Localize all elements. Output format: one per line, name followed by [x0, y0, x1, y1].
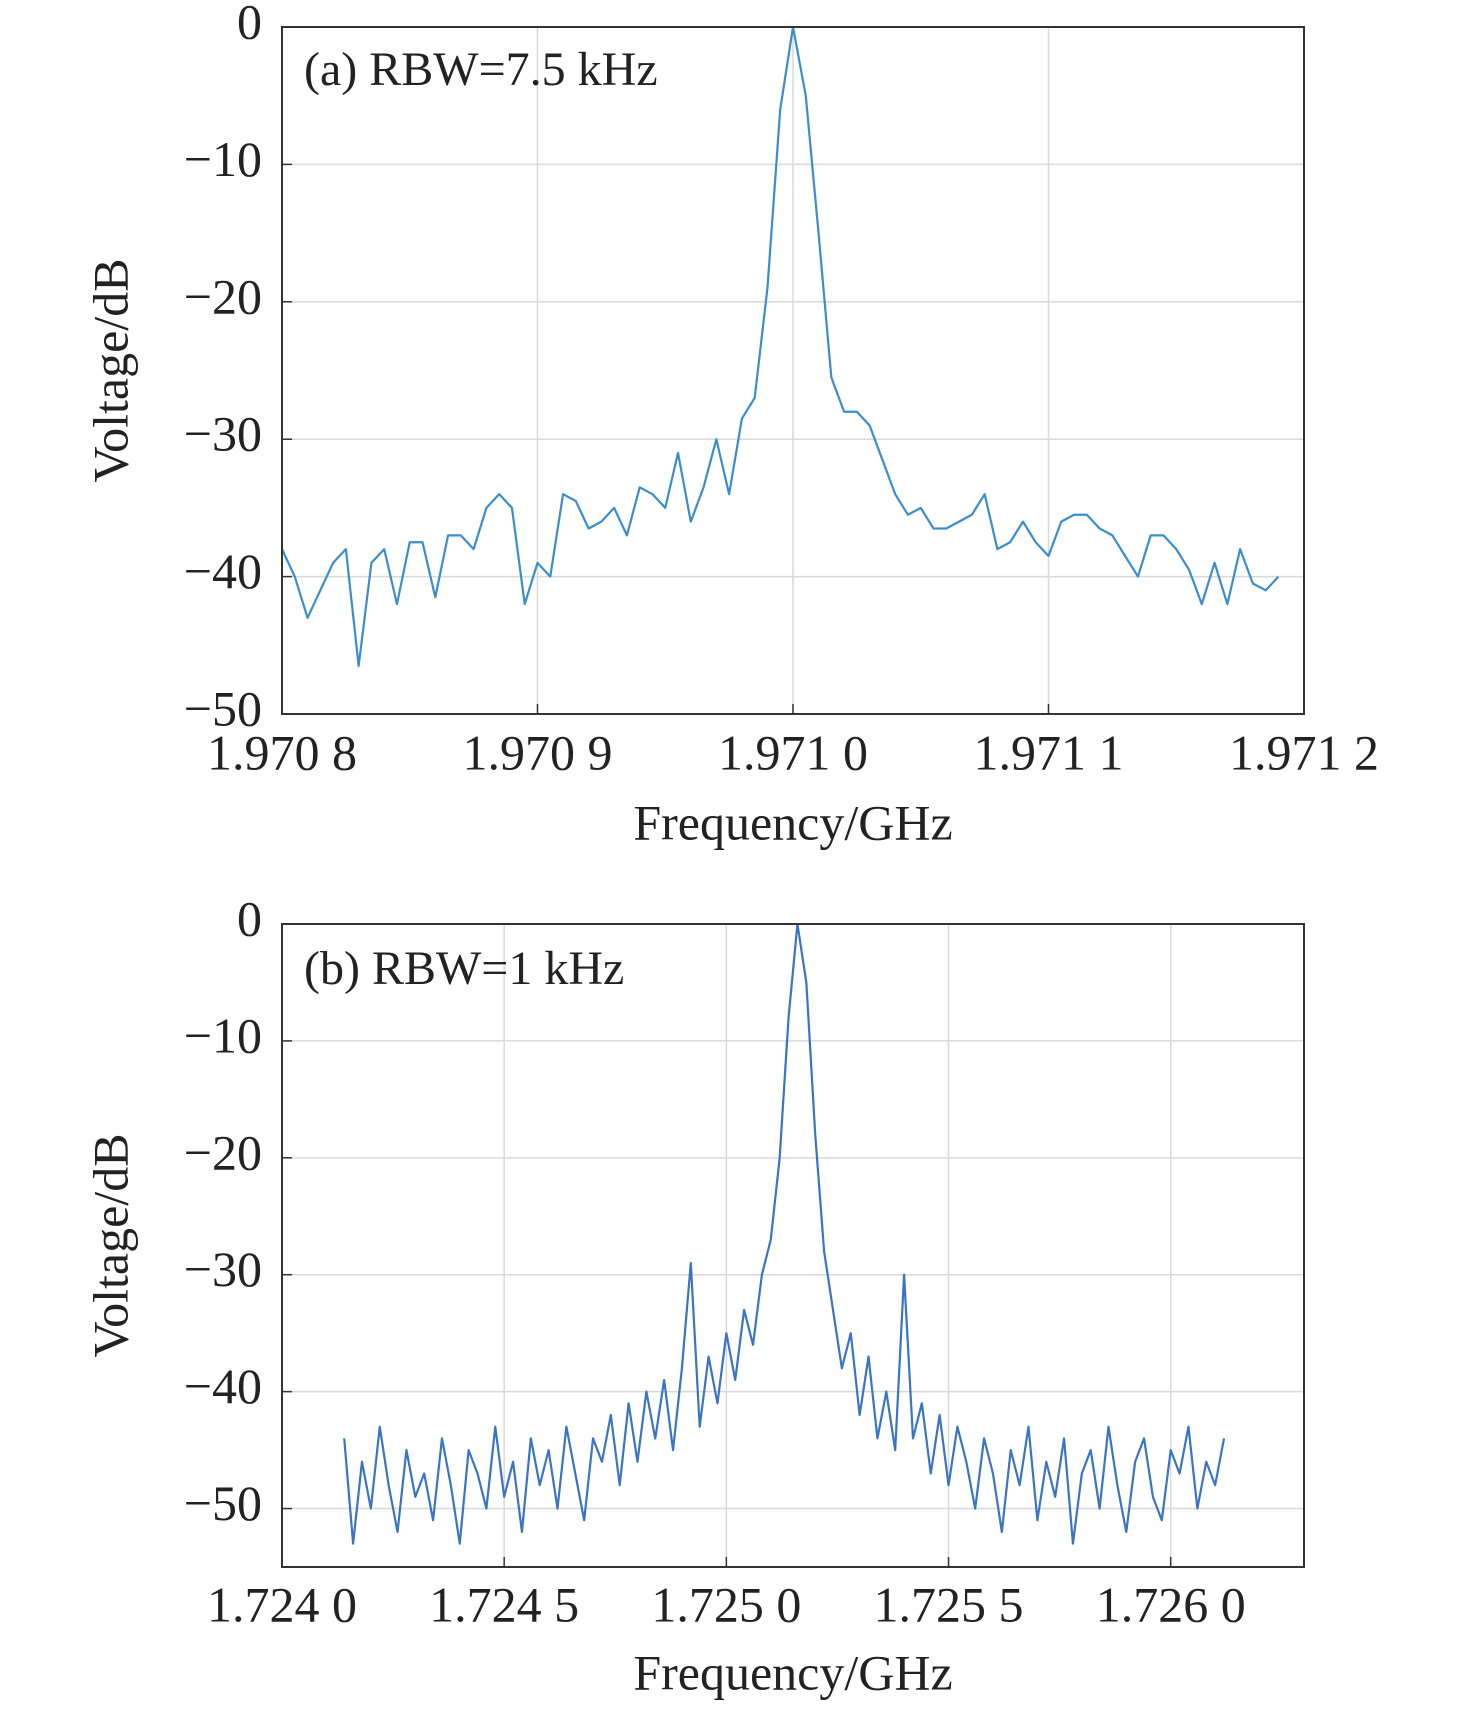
- plot-frame: [281, 26, 1305, 715]
- plot-frame: [281, 923, 1305, 1568]
- data-line: [343, 924, 1226, 1545]
- x-tick-label: 1.970 8: [207, 724, 357, 780]
- y-tick-label: −40: [184, 1358, 262, 1414]
- x-axis-label: Frequency/GHz: [633, 794, 952, 850]
- y-tick-label: 0: [237, 0, 262, 49]
- x-tick-label: 1.970 9: [463, 724, 613, 780]
- y-tick-label: −10: [184, 1007, 262, 1063]
- y-tick-label: −50: [184, 680, 262, 736]
- x-tick-label: 1.725 5: [874, 1576, 1024, 1632]
- x-tick-label: 1.971 0: [718, 724, 868, 780]
- y-axis-label: Voltage/dB: [82, 1133, 138, 1357]
- x-axis-label: Frequency/GHz: [633, 1644, 952, 1700]
- annotation: (a) RBW=7.5 kHz: [304, 43, 658, 96]
- y-tick-label: −20: [184, 1124, 262, 1180]
- x-tick-label: 1.971 1: [974, 724, 1124, 780]
- data-line: [282, 27, 1280, 668]
- y-axis-label: Voltage/dB: [82, 258, 138, 482]
- x-tick-label: 1.726 0: [1096, 1576, 1246, 1632]
- y-tick-label: −20: [184, 268, 262, 324]
- x-tick-label: 1.724 5: [429, 1576, 579, 1632]
- annotation: (b) RBW=1 kHz: [304, 942, 624, 995]
- plot-area: [282, 924, 1304, 1567]
- y-tick-label: −40: [184, 543, 262, 599]
- y-tick-label: −50: [184, 1475, 262, 1531]
- y-tick-label: −30: [184, 406, 262, 462]
- y-tick-label: 0: [237, 890, 262, 946]
- y-tick-label: −10: [184, 131, 262, 187]
- y-tick-label: −30: [184, 1241, 262, 1297]
- x-tick-label: 1.725 0: [651, 1576, 801, 1632]
- x-tick-label: 1.971 2: [1229, 724, 1379, 780]
- x-tick-label: 1.724 0: [207, 1576, 357, 1632]
